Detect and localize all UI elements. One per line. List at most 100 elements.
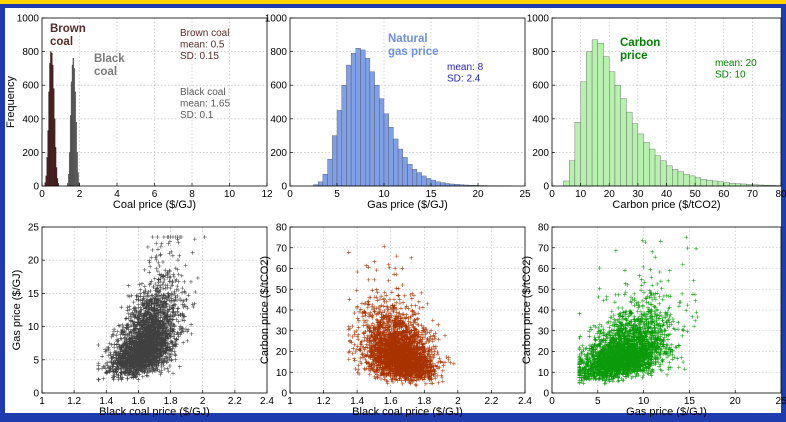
histogram-bar — [649, 149, 655, 186]
y-axis-label: Carbon price ($/tCO2) — [521, 256, 533, 364]
x-tick-label: 0 — [549, 396, 555, 407]
y-tick-label: 0 — [543, 389, 549, 400]
x-tick-label: 5 — [334, 189, 340, 200]
histogram-bar — [393, 139, 398, 186]
histogram-bar — [638, 134, 644, 186]
y-tick-label: 200 — [532, 148, 549, 159]
histogram-bar — [575, 122, 581, 186]
histogram-bar — [729, 183, 735, 186]
histogram-bar — [707, 180, 713, 186]
histogram-bar — [332, 136, 337, 186]
histogram-bar — [337, 110, 342, 186]
x-tick-label: 10 — [224, 189, 236, 200]
annotation-gas-stats-line: SD: 2.4 — [447, 74, 481, 85]
x-tick-label: 0 — [39, 189, 45, 200]
y-tick-label: 70 — [276, 243, 288, 254]
histogram-bar — [342, 85, 347, 186]
x-tick-label: 80 — [775, 189, 786, 200]
histogram-bar — [672, 169, 678, 186]
histogram-bar — [667, 166, 673, 186]
x-tick-label: 2.4 — [518, 396, 532, 407]
y-tick-label: 600 — [532, 81, 549, 92]
x-tick-label: 0 — [549, 189, 555, 200]
x-axis-label: Carbon price ($/tCO2) — [612, 199, 720, 211]
x-tick-label: 1 — [39, 396, 45, 407]
histogram-bar — [655, 156, 661, 186]
histogram-bar — [604, 57, 610, 186]
annotation-gas-title-line: Natural — [388, 33, 428, 45]
histogram-bar — [695, 178, 701, 186]
annotation-black-coal-stats-line: mean: 1.65 — [180, 99, 230, 110]
y-tick-label: 70 — [538, 243, 550, 254]
y-tick-label: 1000 — [527, 14, 550, 25]
histogram-bar — [370, 72, 375, 186]
x-axis-label: Gas price ($/GJ) — [626, 406, 707, 417]
histogram-bar — [328, 159, 333, 186]
histogram-bar — [626, 112, 632, 186]
y-tick-label: 10 — [28, 322, 40, 333]
x-tick-label: 25 — [519, 189, 531, 200]
histogram-bar — [615, 85, 621, 186]
banner-strip — [0, 0, 786, 4]
y-tick-label: 800 — [22, 47, 39, 58]
histogram-bar — [563, 181, 569, 186]
histogram-bar — [440, 183, 445, 186]
histogram-bar — [661, 161, 667, 186]
histogram-bar — [403, 157, 408, 186]
y-tick-label: 1000 — [265, 14, 288, 25]
y-tick-label: 30 — [538, 326, 550, 337]
y-tick-label: 600 — [22, 81, 39, 92]
x-tick-label: 20 — [730, 396, 742, 407]
x-tick-label: 1.2 — [67, 396, 81, 407]
y-tick-label: 1000 — [17, 14, 40, 25]
x-tick-label: 0 — [287, 189, 293, 200]
histogram-bar — [356, 48, 361, 186]
histogram-bar — [379, 99, 384, 186]
histogram-bar — [724, 183, 730, 186]
histogram-bar — [569, 161, 575, 186]
x-tick-label: 2 — [77, 189, 83, 200]
histogram-bar — [422, 176, 427, 186]
annotation-carbon-title-line: Carbon — [620, 37, 660, 49]
annotation-brown-coal-stats-line: Brown coal — [180, 28, 229, 39]
x-tick-label: 5 — [595, 396, 601, 407]
histogram-bar — [323, 174, 328, 186]
x-tick-label: 10 — [575, 189, 587, 200]
x-axis-label: Coal price ($/GJ) — [113, 199, 196, 211]
y-tick-label: 800 — [532, 47, 549, 58]
y-tick-label: 50 — [538, 285, 550, 296]
y-axis-label: Carbon price ($/tCO2) — [259, 256, 271, 364]
y-tick-label: 0 — [543, 182, 549, 193]
x-tick-label: 2.4 — [260, 396, 274, 407]
histogram-bar — [609, 72, 615, 186]
y-tick-label: 20 — [28, 256, 40, 267]
y-axis-label: Gas price ($/GJ) — [11, 270, 23, 351]
x-tick-label: 20 — [472, 189, 484, 200]
y-tick-label: 60 — [276, 264, 288, 275]
y-tick-label: 25 — [28, 223, 40, 234]
y-tick-label: 15 — [28, 289, 40, 300]
x-tick-label: 25 — [775, 396, 786, 407]
x-tick-label: 12 — [261, 189, 273, 200]
histogram-bar — [621, 99, 627, 186]
annotation-black-coal-line: Black — [94, 53, 125, 65]
y-tick-label: 20 — [538, 347, 550, 358]
y-tick-label: 60 — [538, 264, 550, 275]
histogram-bar — [431, 180, 436, 186]
histogram-bar — [592, 40, 598, 186]
y-tick-label: 20 — [276, 347, 288, 358]
y-tick-label: 5 — [33, 355, 39, 366]
histogram-bar — [436, 182, 441, 186]
y-tick-label: 50 — [276, 285, 288, 296]
y-tick-label: 800 — [270, 47, 287, 58]
histogram-bar — [408, 164, 413, 186]
annotation-carbon-title-line: price — [620, 50, 648, 62]
x-tick-label: 2.2 — [228, 396, 242, 407]
histogram-bar — [365, 58, 370, 186]
y-tick-label: 40 — [538, 306, 550, 317]
histogram-bar — [361, 50, 366, 186]
histogram-bar — [412, 169, 417, 186]
histogram-bar — [701, 179, 707, 186]
histogram-bar — [389, 127, 394, 186]
